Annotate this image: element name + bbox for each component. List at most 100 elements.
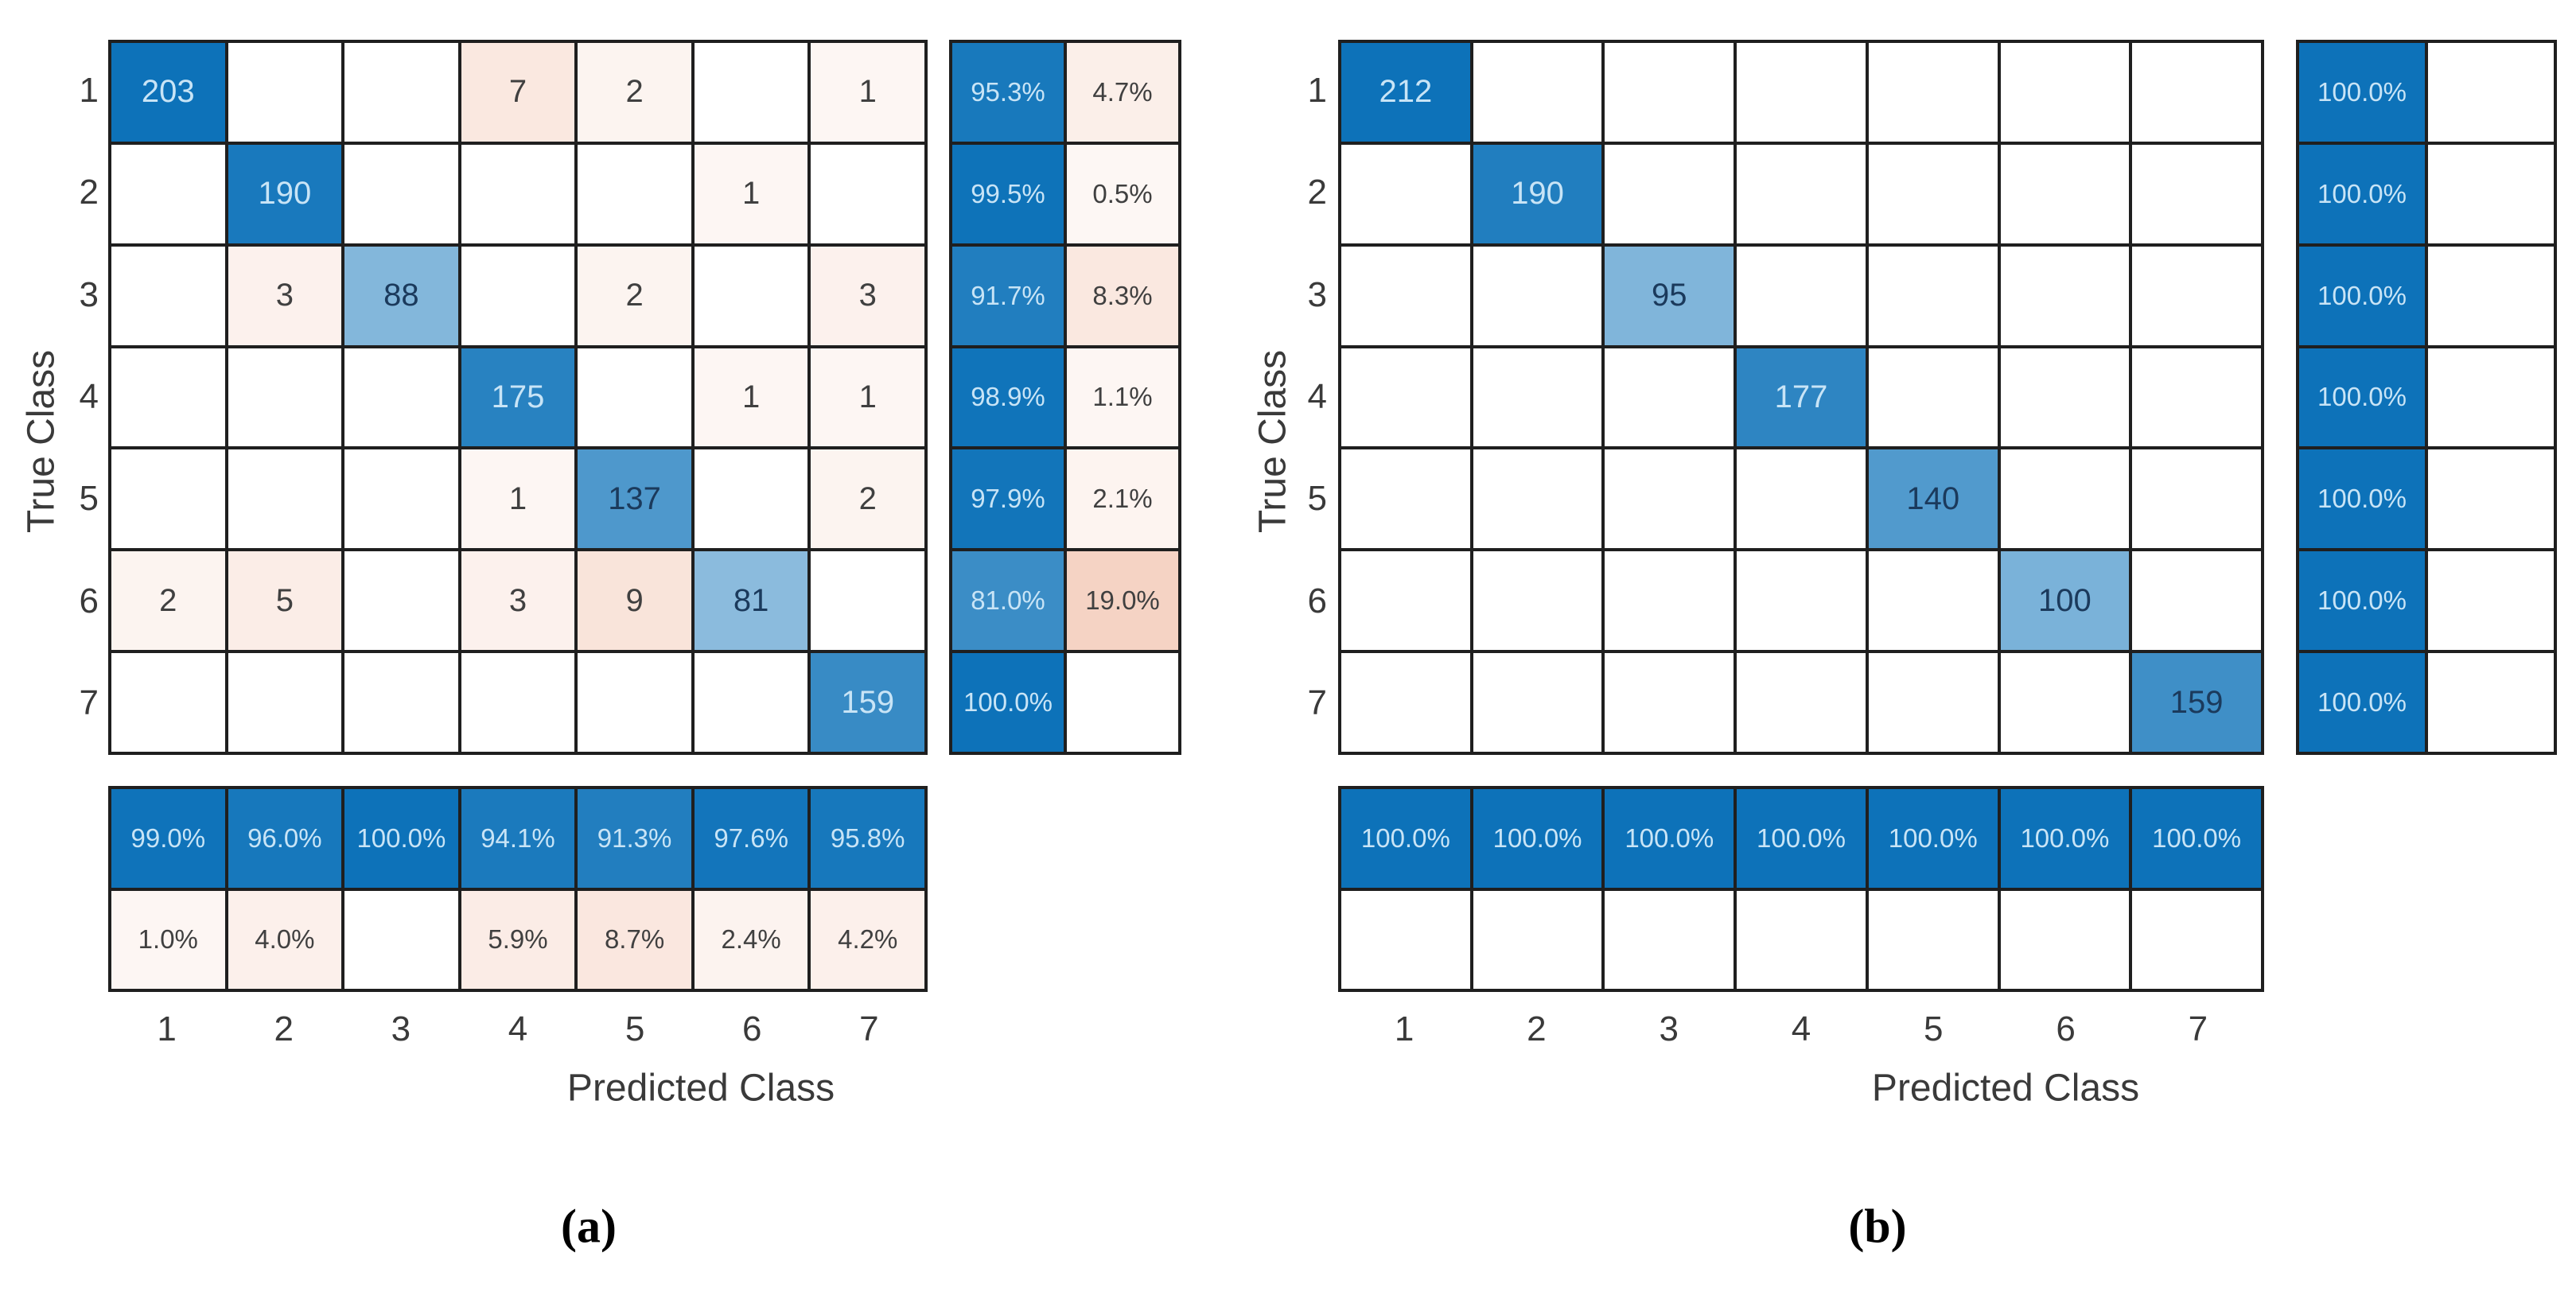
column-summary-percent-cell: 100.0% bbox=[2132, 789, 2261, 888]
column-summary-percent-cell: 100.0% bbox=[1605, 789, 1734, 888]
matrix-cell bbox=[1473, 348, 1602, 447]
x-tick-label: 5 bbox=[1924, 1009, 1944, 1048]
matrix-cell: 177 bbox=[1737, 348, 1866, 447]
matrix-cell: 3 bbox=[228, 246, 342, 345]
matrix-cell bbox=[694, 653, 808, 752]
matrix-cell: 2 bbox=[578, 246, 691, 345]
x-tick-label: 5 bbox=[625, 1009, 645, 1048]
column-summary-percent-cell: 5.9% bbox=[461, 890, 575, 989]
matrix-cell: 140 bbox=[1868, 449, 1998, 549]
x-tick-label: 7 bbox=[859, 1009, 879, 1048]
matrix-cell bbox=[1737, 43, 1866, 142]
x-axis-ticks: 1 2 3 4 5 6 7 bbox=[108, 1004, 928, 1055]
matrix-cell: 2 bbox=[111, 551, 225, 651]
matrix-cell bbox=[1605, 144, 1734, 243]
matrix-cell: 1 bbox=[811, 348, 924, 447]
matrix-cell bbox=[461, 246, 575, 345]
row-summary-percent-cell: 100.0% bbox=[2299, 43, 2425, 142]
y-tick-label: 2 bbox=[79, 173, 99, 212]
column-summary-percent-cell bbox=[1341, 890, 1470, 989]
matrix-cell: 137 bbox=[578, 449, 691, 549]
column-summary-percent-cell: 91.3% bbox=[578, 789, 691, 888]
row-summary-percent-cell: 8.3% bbox=[1067, 246, 1178, 345]
matrix-cell bbox=[1605, 449, 1734, 549]
row-summary-percent-cell bbox=[2428, 551, 2554, 651]
matrix-cell: 81 bbox=[694, 551, 808, 651]
matrix-cell: 203 bbox=[111, 43, 225, 142]
y-tick-label: 3 bbox=[79, 274, 99, 314]
row-summary-percent-cell: 95.3% bbox=[952, 43, 1064, 142]
matrix-cell bbox=[228, 348, 342, 447]
matrix-cell bbox=[344, 43, 458, 142]
matrix-cell bbox=[344, 653, 458, 752]
matrix-cell: 159 bbox=[811, 653, 924, 752]
subfigure-caption: (b) bbox=[1848, 1200, 1907, 1253]
matrix-cell bbox=[344, 551, 458, 651]
column-summary-percent-cell: 4.2% bbox=[811, 890, 924, 989]
y-tick-label: 4 bbox=[1307, 376, 1327, 416]
row-summary-percent-cell: 99.5% bbox=[952, 144, 1064, 243]
matrix-cell: 5 bbox=[228, 551, 342, 651]
row-summary-percent-cell: 97.9% bbox=[952, 449, 1064, 549]
matrix-cell bbox=[111, 653, 225, 752]
row-summary-percent-cell bbox=[2428, 653, 2554, 752]
column-summary-percent-cell: 96.0% bbox=[228, 789, 342, 888]
matrix-cell: 3 bbox=[811, 246, 924, 345]
matrix-cell bbox=[228, 43, 342, 142]
column-summary-percent-cell bbox=[2000, 890, 2130, 989]
matrix-cell bbox=[2000, 246, 2130, 345]
x-tick-label: 2 bbox=[274, 1009, 294, 1048]
column-summary-percent-cell: 100.0% bbox=[1341, 789, 1470, 888]
matrix-cell: 1 bbox=[694, 144, 808, 243]
x-axis-label: Predicted Class bbox=[1871, 1067, 2140, 1110]
column-summary-percent-cell: 100.0% bbox=[1473, 789, 1602, 888]
matrix-cell bbox=[228, 653, 342, 752]
y-tick-label: 7 bbox=[79, 683, 99, 722]
matrix-cell bbox=[1737, 449, 1866, 549]
matrix-cell: 3 bbox=[461, 551, 575, 651]
row-summary-percent-cell: 98.9% bbox=[952, 348, 1064, 447]
matrix-cell bbox=[578, 653, 691, 752]
matrix-cell: 1 bbox=[694, 348, 808, 447]
matrix-cell bbox=[2000, 449, 2130, 549]
matrix-cell: 100 bbox=[2000, 551, 2130, 651]
column-summary-percent-cell bbox=[344, 890, 458, 989]
x-tick-label: 6 bbox=[2056, 1009, 2076, 1048]
column-summary-percent-cell: 1.0% bbox=[111, 890, 225, 989]
row-summary-percent-cell: 91.7% bbox=[952, 246, 1064, 345]
matrix-cell bbox=[461, 653, 575, 752]
row-summary-percent-cell: 100.0% bbox=[2299, 246, 2425, 345]
confusion-matrix-grid: 203 7 2 1 190 1 3 88 2 3 175 1 1 1 137 2 2 5 3 9 81 159 bbox=[108, 40, 928, 755]
matrix-cell bbox=[578, 348, 691, 447]
matrix-cell bbox=[1473, 653, 1602, 752]
matrix-cell bbox=[1473, 551, 1602, 651]
matrix-cell: 95 bbox=[1605, 246, 1734, 345]
matrix-cell bbox=[1868, 348, 1998, 447]
row-summary-percent-cell: 100.0% bbox=[2299, 348, 2425, 447]
x-tick-label: 3 bbox=[1659, 1009, 1679, 1048]
row-summary-percent-cell: 100.0% bbox=[952, 653, 1064, 752]
matrix-cell bbox=[111, 348, 225, 447]
matrix-cell bbox=[1341, 653, 1470, 752]
row-summary-percent-cell bbox=[2428, 449, 2554, 549]
y-tick-label: 7 bbox=[1307, 683, 1327, 722]
subfigure-caption: (a) bbox=[561, 1200, 617, 1253]
matrix-cell: 7 bbox=[461, 43, 575, 142]
y-axis-ticks: 1 2 3 4 5 6 7 bbox=[48, 40, 99, 754]
matrix-cell bbox=[2132, 246, 2261, 345]
row-summary-percent-cell bbox=[2428, 144, 2554, 243]
matrix-cell bbox=[1341, 348, 1470, 447]
row-summary-percent-cell: 4.7% bbox=[1067, 43, 1178, 142]
matrix-cell bbox=[344, 348, 458, 447]
matrix-cell bbox=[811, 144, 924, 243]
matrix-cell bbox=[1341, 144, 1470, 243]
x-tick-label: 3 bbox=[391, 1009, 411, 1048]
column-summary-percent-cell: 97.6% bbox=[694, 789, 808, 888]
y-tick-label: 5 bbox=[79, 479, 99, 519]
matrix-cell bbox=[1341, 449, 1470, 549]
x-tick-label: 4 bbox=[508, 1009, 528, 1048]
column-summary-percent-cell: 94.1% bbox=[461, 789, 575, 888]
x-axis-ticks: 1 2 3 4 5 6 7 bbox=[1338, 1004, 2264, 1055]
x-tick-label: 4 bbox=[1791, 1009, 1811, 1048]
confusion-matrix-grid: 212 190 95 177 140 100 159 bbox=[1338, 40, 2264, 755]
